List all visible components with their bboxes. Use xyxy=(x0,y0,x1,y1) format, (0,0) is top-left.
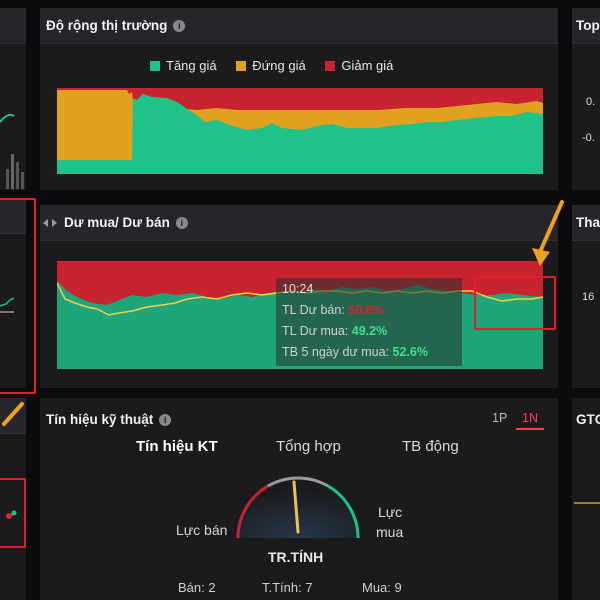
market-breadth-title-wrap: Độ rộng thị trường i xyxy=(46,18,186,33)
legend-label-flat: Đứng giá xyxy=(252,58,306,73)
gauge-arc-sell xyxy=(236,484,269,539)
right-partial-value-2: -0. xyxy=(582,132,595,144)
tooltip-buy-label: TL Dư mua: xyxy=(282,324,349,338)
left-partial-line xyxy=(0,297,15,313)
period-tab-1p[interactable]: 1P xyxy=(492,411,508,425)
tooltip-avg-row: TB 5 ngày dư mua: 52.6% xyxy=(282,345,428,359)
legend-item-flat[interactable]: Đứng giá xyxy=(236,58,306,73)
legend-swatch-up xyxy=(150,61,160,71)
gauge-arc-buy xyxy=(327,484,360,539)
expand-arrows-icon[interactable] xyxy=(42,217,58,229)
signal-stat-sell: Bán: 2 xyxy=(178,580,216,595)
left-partial-panel-top xyxy=(0,8,26,190)
right-partial-header-top: Top xyxy=(572,8,600,44)
tooltip-avg-label: TB 5 ngày dư mua: xyxy=(282,345,390,359)
gauge-background xyxy=(238,478,358,538)
left-arrow xyxy=(2,402,24,426)
info-icon[interactable]: i xyxy=(175,217,188,229)
left-partial-mini-chart xyxy=(0,113,24,189)
left-partial-header xyxy=(0,8,26,44)
right-partial-panel-top: Top 0. -0. xyxy=(572,8,600,190)
left-partial-header-mid xyxy=(0,198,26,234)
right-partial-title-top: Top xyxy=(576,18,600,33)
tooltip-sell-value: 50.8% xyxy=(348,303,384,317)
annotation-arrow xyxy=(532,200,564,266)
left-partial-candles xyxy=(5,510,17,519)
legend-item-up[interactable]: Tăng giá xyxy=(150,58,217,73)
left-highlight-box-bottom xyxy=(0,478,26,548)
right-partial-title-mid: Tha xyxy=(576,215,600,230)
tooltip-sell-label: TL Dư bán: xyxy=(282,303,345,317)
left-highlight-box-top xyxy=(0,198,36,394)
right-partial-header-mid: Tha xyxy=(572,205,600,241)
tooltip-avg-value: 52.6% xyxy=(392,345,428,359)
gauge-label-buy-line1: Lực xyxy=(378,504,403,520)
signal-gauge xyxy=(236,476,360,539)
legend-swatch-down xyxy=(325,61,336,71)
market-breadth-header: Độ rộng thị trường i xyxy=(40,8,558,44)
legend-item-down[interactable]: Giảm giá xyxy=(325,58,393,73)
right-partial-panel-mid: Tha 16 xyxy=(572,205,600,388)
imbalance-tooltip: 10:24 TL Dư bán: 50.8% TL Dư mua: 49.2% … xyxy=(276,278,462,366)
period-tab-1n[interactable]: 1N xyxy=(516,411,544,430)
subtab-moving-average[interactable]: TB động xyxy=(402,438,459,455)
order-imbalance-title: Dư mua/ Dư bán xyxy=(64,215,170,230)
signal-stat-buy: Mua: 9 xyxy=(362,580,402,595)
order-imbalance-title-wrap: Dư mua/ Dư bán i xyxy=(64,215,188,230)
right-partial-value-1: 0. xyxy=(586,96,596,108)
tooltip-sell-row: TL Dư bán: 50.8% xyxy=(282,303,384,317)
tooltip-time: 10:24 xyxy=(282,282,314,296)
market-breadth-area-chart xyxy=(57,88,543,174)
legend-label-down: Giảm giá xyxy=(341,58,394,73)
legend-swatch-flat xyxy=(236,61,247,71)
gauge-needle xyxy=(292,480,300,534)
gauge-arc-neutral xyxy=(267,476,329,488)
technical-signal-title-wrap: Tín hiệu kỹ thuật i xyxy=(46,412,172,427)
left-partial-panel-mid xyxy=(0,198,26,388)
signal-stat-neutral: T.Tính: 7 xyxy=(262,580,313,595)
right-partial-title-bottom: GTG xyxy=(576,412,600,427)
info-icon[interactable]: i xyxy=(159,414,172,426)
order-imbalance-header: Dư mua/ Dư bán i xyxy=(40,205,558,241)
tooltip-buy-row: TL Dư mua: 49.2% xyxy=(282,324,387,338)
info-icon[interactable]: i xyxy=(173,20,186,32)
right-partial-value-3: 16 xyxy=(582,291,595,303)
gauge-status: TR.TÍNH xyxy=(268,549,324,565)
market-breadth-title: Độ rộng thị trường xyxy=(46,18,168,33)
right-partial-line xyxy=(574,502,600,504)
gauge-label-sell: Lực bán xyxy=(176,522,228,538)
legend-label-up: Tăng giá xyxy=(166,58,217,73)
subtab-technical-signal[interactable]: Tín hiệu KT xyxy=(136,438,218,455)
imbalance-highlight-box xyxy=(474,276,556,330)
technical-signal-title: Tín hiệu kỹ thuật xyxy=(46,412,154,427)
gauge-label-buy-line2: mua xyxy=(376,524,404,540)
market-breadth-legend: Tăng giá Đứng giá Giảm giá xyxy=(150,58,409,73)
tooltip-buy-value: 49.2% xyxy=(351,324,388,338)
breadth-area-up xyxy=(57,94,543,174)
right-partial-panel-bottom: GTG xyxy=(572,398,600,600)
subtab-summary[interactable]: Tổng hợp xyxy=(276,438,341,455)
